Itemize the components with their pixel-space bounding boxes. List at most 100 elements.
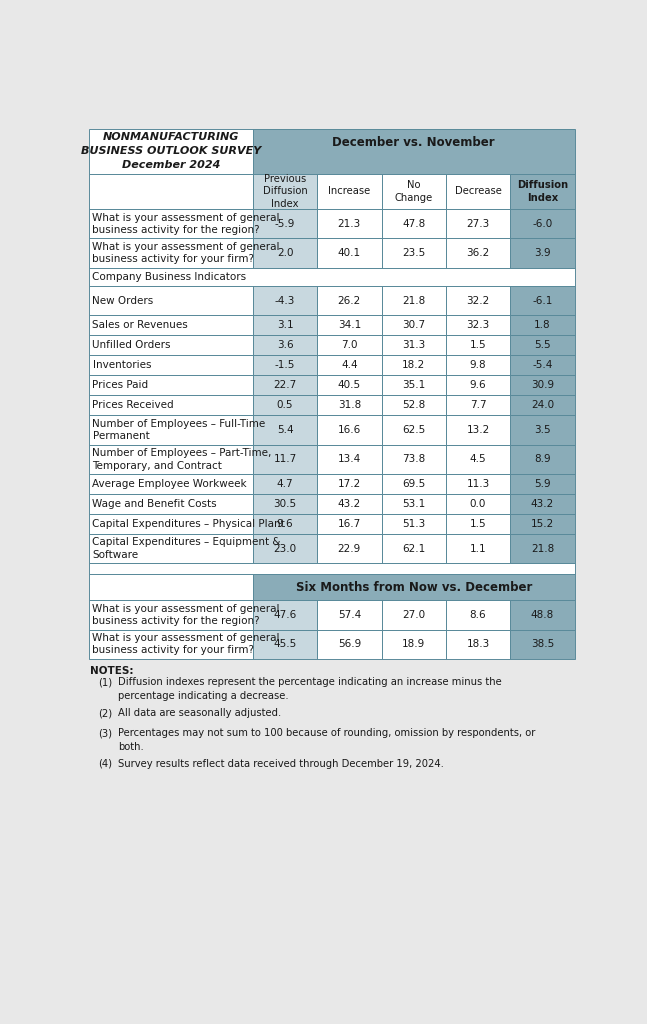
Bar bbox=[510, 286, 575, 315]
Bar bbox=[382, 286, 446, 315]
Bar bbox=[446, 444, 510, 474]
Bar bbox=[382, 630, 446, 658]
Bar bbox=[382, 336, 446, 355]
Bar bbox=[446, 315, 510, 336]
Bar bbox=[510, 444, 575, 474]
Bar bbox=[510, 416, 575, 444]
Bar bbox=[317, 355, 382, 376]
Bar bbox=[89, 129, 253, 174]
Bar bbox=[253, 336, 317, 355]
Bar bbox=[382, 514, 446, 535]
Text: 11.7: 11.7 bbox=[274, 455, 297, 464]
Text: 4.4: 4.4 bbox=[341, 360, 358, 371]
Text: No
Change: No Change bbox=[395, 180, 433, 203]
Text: 21.8: 21.8 bbox=[531, 544, 554, 554]
Text: All data are seasonally adjusted.: All data are seasonally adjusted. bbox=[118, 708, 281, 718]
Bar bbox=[253, 395, 317, 416]
Bar bbox=[510, 494, 575, 514]
Bar bbox=[317, 535, 382, 563]
Text: NOTES:: NOTES: bbox=[90, 667, 134, 677]
Text: (3): (3) bbox=[98, 728, 112, 738]
Bar bbox=[382, 474, 446, 494]
Text: Diffusion indexes represent the percentage indicating an increase minus the
perc: Diffusion indexes represent the percenta… bbox=[118, 677, 502, 701]
Bar bbox=[317, 336, 382, 355]
Text: Company Business Indicators: Company Business Indicators bbox=[93, 272, 247, 282]
Bar bbox=[89, 286, 253, 315]
Text: 36.2: 36.2 bbox=[466, 248, 490, 258]
Bar bbox=[89, 416, 253, 444]
Bar bbox=[89, 239, 253, 267]
Text: 11.3: 11.3 bbox=[466, 479, 490, 489]
Bar bbox=[446, 315, 510, 336]
Bar bbox=[317, 174, 382, 209]
Bar bbox=[89, 630, 253, 658]
Bar bbox=[253, 376, 317, 395]
Bar bbox=[446, 600, 510, 630]
Bar bbox=[253, 514, 317, 535]
Bar bbox=[253, 239, 317, 267]
Bar bbox=[446, 494, 510, 514]
Text: 16.7: 16.7 bbox=[338, 519, 361, 529]
Text: 23.0: 23.0 bbox=[274, 544, 296, 554]
Bar bbox=[446, 355, 510, 376]
Bar bbox=[317, 630, 382, 658]
Bar bbox=[510, 286, 575, 315]
Text: 57.4: 57.4 bbox=[338, 610, 361, 620]
Bar bbox=[317, 286, 382, 315]
Bar bbox=[446, 174, 510, 209]
Bar bbox=[89, 174, 253, 209]
Bar bbox=[253, 315, 317, 336]
Text: 30.9: 30.9 bbox=[531, 381, 554, 390]
Text: 13.4: 13.4 bbox=[338, 455, 361, 464]
Text: 48.8: 48.8 bbox=[531, 610, 554, 620]
Bar bbox=[510, 600, 575, 630]
Text: 3.9: 3.9 bbox=[534, 248, 551, 258]
Bar bbox=[317, 209, 382, 239]
Bar bbox=[89, 129, 253, 174]
Bar bbox=[317, 286, 382, 315]
Bar bbox=[89, 474, 253, 494]
Bar bbox=[510, 514, 575, 535]
Bar bbox=[317, 376, 382, 395]
Text: 30.5: 30.5 bbox=[274, 499, 296, 509]
Bar bbox=[89, 444, 253, 474]
Text: Six Months from Now vs. December: Six Months from Now vs. December bbox=[296, 581, 532, 594]
Bar bbox=[510, 514, 575, 535]
Bar bbox=[446, 286, 510, 315]
Bar bbox=[317, 514, 382, 535]
Bar bbox=[446, 286, 510, 315]
Bar bbox=[382, 239, 446, 267]
Bar bbox=[446, 494, 510, 514]
Bar bbox=[253, 174, 317, 209]
Text: Number of Employees – Full-Time
Permanent: Number of Employees – Full-Time Permanen… bbox=[93, 419, 266, 441]
Text: New Orders: New Orders bbox=[93, 296, 154, 306]
Bar bbox=[446, 395, 510, 416]
Text: 53.1: 53.1 bbox=[402, 499, 425, 509]
Text: 47.6: 47.6 bbox=[274, 610, 297, 620]
Bar bbox=[382, 474, 446, 494]
Bar bbox=[510, 174, 575, 209]
Bar bbox=[382, 395, 446, 416]
Bar bbox=[382, 174, 446, 209]
Bar bbox=[510, 535, 575, 563]
Bar bbox=[510, 315, 575, 336]
Bar bbox=[446, 535, 510, 563]
Text: 38.5: 38.5 bbox=[531, 639, 554, 649]
Bar bbox=[253, 494, 317, 514]
Bar bbox=[446, 239, 510, 267]
Bar bbox=[253, 336, 317, 355]
Text: 24.0: 24.0 bbox=[531, 400, 554, 411]
Bar bbox=[510, 600, 575, 630]
Bar bbox=[382, 395, 446, 416]
Text: 22.9: 22.9 bbox=[338, 544, 361, 554]
Bar bbox=[317, 444, 382, 474]
Text: 7.0: 7.0 bbox=[341, 340, 358, 350]
Text: 7.7: 7.7 bbox=[470, 400, 487, 411]
Text: 1.5: 1.5 bbox=[470, 519, 487, 529]
Bar bbox=[317, 416, 382, 444]
Bar bbox=[382, 355, 446, 376]
Text: 3.6: 3.6 bbox=[277, 340, 293, 350]
Text: -5.9: -5.9 bbox=[275, 219, 295, 228]
Bar bbox=[89, 336, 253, 355]
Bar bbox=[89, 514, 253, 535]
